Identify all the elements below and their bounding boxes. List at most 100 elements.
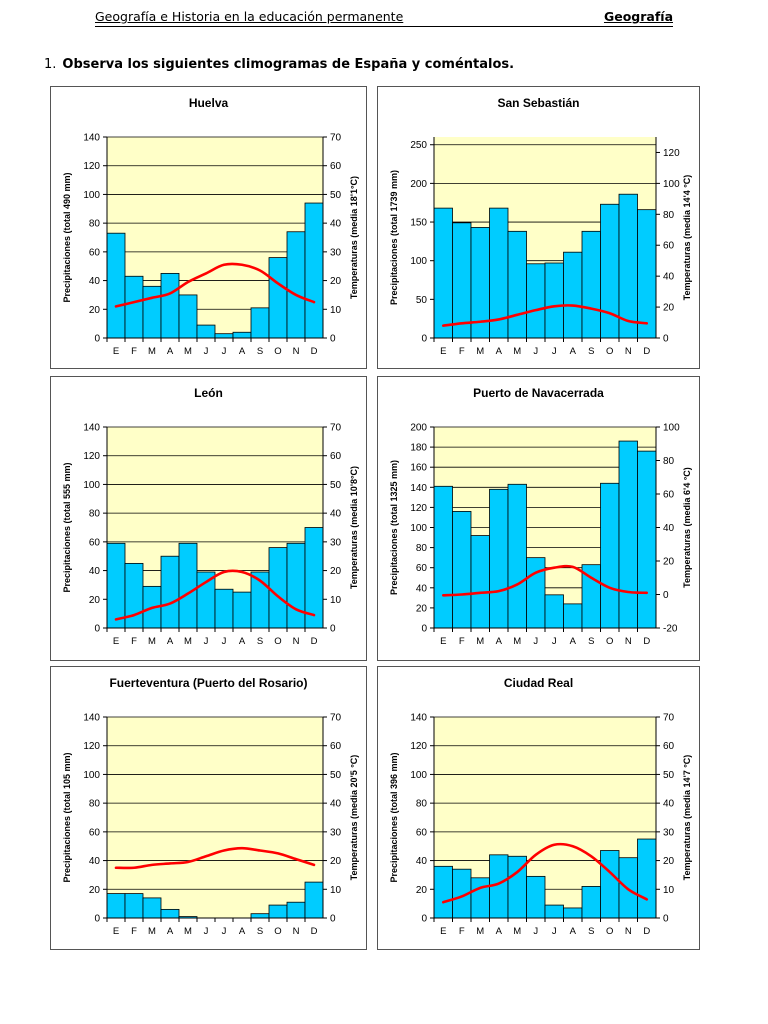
- month-label: S: [588, 346, 594, 357]
- tick-label-left: 160: [410, 463, 427, 474]
- month-label: A: [239, 926, 246, 937]
- tick-label-left: 0: [94, 624, 100, 635]
- chart-title: León: [194, 386, 223, 400]
- month-label: A: [570, 636, 577, 647]
- tick-label-left: 100: [410, 770, 427, 781]
- month-label: M: [513, 636, 521, 647]
- chart-title: Huelva: [189, 96, 229, 110]
- tick-label-right: 20: [663, 557, 675, 568]
- month-label: J: [204, 926, 209, 937]
- tick-label-right: 50: [330, 190, 342, 201]
- month-label: D: [311, 346, 318, 357]
- precipitation-bar: [106, 893, 126, 919]
- month-label: D: [311, 636, 318, 647]
- month-label: A: [496, 346, 503, 357]
- tick-label-left: 80: [416, 543, 428, 554]
- tick-label-right: 0: [663, 914, 669, 925]
- chart-svg: Huelva 0 20 40 60 80 100 120 140 0 10 20 30 40 50 60 70 E…: [62, 96, 359, 357]
- precipitation-bar: [433, 865, 453, 919]
- month-label: D: [643, 346, 650, 357]
- precipitation-bar: [618, 440, 638, 629]
- precipitation-bar: [196, 571, 216, 629]
- month-label: N: [293, 346, 300, 357]
- tick-label-left: 20: [89, 305, 101, 316]
- tick-label-left: 20: [416, 885, 428, 896]
- y-axis-title-left: Precipitaciones (total 1325 mm): [389, 460, 399, 595]
- tick-label-left: 60: [416, 563, 428, 574]
- precipitation-bar: [452, 222, 472, 339]
- precipitation-bar: [544, 262, 564, 339]
- tick-label-left: 60: [416, 827, 428, 838]
- month-label: J: [552, 346, 557, 357]
- temperature-line: [441, 564, 649, 597]
- precipitation-bar: [286, 231, 306, 339]
- precipitation-bar: [433, 485, 453, 629]
- tick-label-left: 0: [94, 334, 100, 345]
- precipitation-bar: [286, 901, 306, 919]
- month-label: F: [131, 926, 137, 937]
- month-label: M: [513, 346, 521, 357]
- chart-title: Fuerteventura (Puerto del Rosario): [109, 676, 307, 690]
- y-axis-title-right: Temperaturas (media 14'4 °C): [682, 175, 692, 301]
- precipitation-bar: [142, 285, 162, 339]
- precipitation-bar: [507, 230, 527, 339]
- tick-label-right: 20: [663, 856, 675, 867]
- temperature-line: [114, 569, 316, 621]
- tick-label-right: 40: [330, 509, 342, 520]
- tick-label-right: 40: [663, 272, 675, 283]
- page-header: Geografía e Historia en la educación per…: [95, 8, 673, 27]
- precipitation-bar: [507, 483, 527, 629]
- month-label: S: [588, 636, 594, 647]
- tick-label-right: 50: [330, 480, 342, 491]
- tick-label-left: 120: [83, 161, 100, 172]
- precipitation-bar: [489, 488, 509, 629]
- month-label: F: [459, 926, 465, 937]
- temperature-line: [441, 842, 649, 904]
- tick-label-right: 0: [663, 334, 669, 345]
- precipitation-bar: [637, 838, 657, 919]
- tick-label-right: 20: [330, 276, 342, 287]
- precipitation-bar: [637, 209, 657, 339]
- month-label: J: [204, 346, 209, 357]
- precipitation-bar: [600, 850, 620, 919]
- month-label: E: [113, 636, 119, 647]
- tick-label-left: 140: [83, 423, 100, 434]
- tick-label-left: 200: [410, 423, 427, 434]
- chart-svg: Puerto de Navacerrada 0 20 40 60 80 100 120 140 1…: [389, 386, 692, 647]
- plot-area: [107, 717, 323, 918]
- climograph-navacerrada: Puerto de Navacerrada 0 20 40 60 80 100 120 140 1…: [377, 376, 700, 661]
- tick-label-right: 0: [330, 914, 336, 925]
- month-label: O: [274, 346, 281, 357]
- month-label: N: [293, 926, 300, 937]
- tick-label-left: 40: [416, 856, 428, 867]
- tick-label-left: 120: [83, 741, 100, 752]
- tick-label-left: 80: [89, 219, 101, 230]
- y-axis-title-left: Precipitaciones (total 105 mm): [62, 752, 72, 882]
- precipitation-bar: [452, 511, 472, 629]
- precipitation-bar: [250, 307, 270, 339]
- precipitation-bar: [232, 591, 252, 629]
- month-label: J: [533, 346, 538, 357]
- precipitation-bar: [526, 875, 546, 919]
- precipitation-bar: [250, 913, 270, 919]
- tick-label-right: 60: [330, 451, 342, 462]
- climograph-leon: León 0 20 40 60 80 100 120 140 0 10 20 30 40 50 60 70 E F M…: [50, 376, 367, 661]
- month-label: M: [184, 346, 192, 357]
- tick-label-right: 10: [663, 885, 675, 896]
- month-label: A: [496, 926, 503, 937]
- month-label: M: [148, 346, 156, 357]
- month-label: M: [476, 636, 484, 647]
- month-label: A: [239, 636, 246, 647]
- tick-label-right: -20: [663, 624, 678, 635]
- question: 1. Observa los siguientes climogramas de …: [44, 57, 514, 72]
- precipitation-bar: [124, 275, 144, 339]
- tick-label-left: 80: [89, 509, 101, 520]
- precipitation-bar: [563, 907, 583, 919]
- tick-label-right: 0: [330, 624, 336, 635]
- month-label: S: [257, 636, 263, 647]
- month-label: O: [274, 926, 281, 937]
- tick-label-left: 80: [416, 799, 428, 810]
- tick-label-right: 80: [663, 210, 675, 221]
- tick-label-left: 140: [410, 713, 427, 724]
